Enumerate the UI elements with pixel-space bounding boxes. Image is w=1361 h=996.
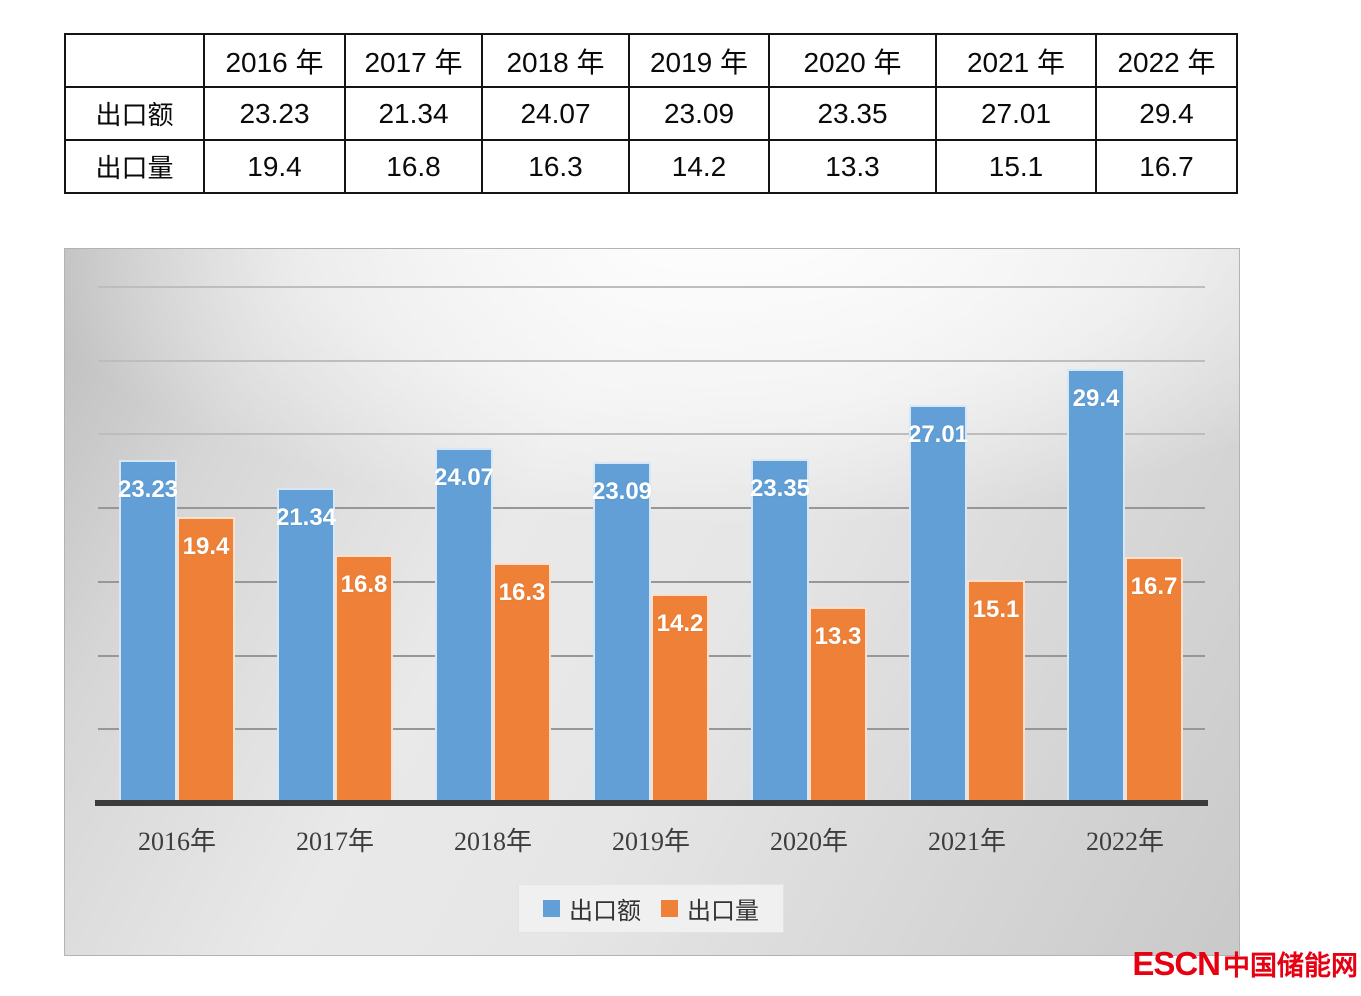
x-axis-label-2018年: 2018年 xyxy=(453,827,532,856)
table-value-cell: 15.1 xyxy=(935,139,1097,194)
x-axis-label-2016年: 2016年 xyxy=(137,827,216,856)
table-value-cell: 14.2 xyxy=(628,139,770,194)
chart-legend: 出口额 出口量 xyxy=(518,884,784,933)
bar-volume-2017年 xyxy=(335,555,393,803)
table-value-cell: 23.23 xyxy=(203,86,346,141)
x-axis-label-2022年: 2022年 xyxy=(1085,827,1164,856)
table-header-row: 2016 年 2017 年 2018 年 2019 年 2020 年 2021 年 2022… xyxy=(64,33,1238,88)
table-corner-cell xyxy=(64,33,205,88)
bar-label-volume-2019年: 14.2 xyxy=(656,609,704,637)
escn-watermark-logo: ESCN 中国储能网 xyxy=(1118,944,1358,983)
bar-value-2017年 xyxy=(277,488,335,803)
bar-label-value-2019年: 23.09 xyxy=(591,478,653,506)
bar-label-value-2022年: 29.4 xyxy=(1072,385,1120,413)
table-year-header: 2019 年 xyxy=(628,33,770,88)
table-value-cell: 19.4 xyxy=(203,139,346,194)
logo-latin-text: ESCN xyxy=(1132,945,1221,982)
bar-label-value-2021年: 27.01 xyxy=(907,420,969,448)
bar-label-volume-2021年: 15.1 xyxy=(972,596,1020,624)
bar-label-volume-2017年: 16.8 xyxy=(340,571,388,599)
table-year-header: 2017 年 xyxy=(344,33,483,88)
x-axis-label-2020年: 2020年 xyxy=(769,827,848,856)
gridline-35 xyxy=(98,285,1205,288)
table-row: 出口量 19.4 16.8 16.3 14.2 13.3 15.1 16.7 xyxy=(64,139,1238,194)
table-value-cell: 27.01 xyxy=(935,86,1097,141)
table-row-label: 出口额 xyxy=(64,86,205,141)
table-year-header: 2022 年 xyxy=(1095,33,1238,88)
legend-item-出口额: 出口额 xyxy=(543,891,641,926)
table-value-cell: 16.3 xyxy=(481,139,630,194)
bar-value-2022年 xyxy=(1067,369,1125,803)
x-axis-label-2017年: 2017年 xyxy=(295,827,374,856)
bar-value-2021年 xyxy=(909,404,967,803)
table-value-cell: 13.3 xyxy=(768,139,937,194)
table-value-cell: 16.7 xyxy=(1095,139,1238,194)
bar-volume-2016年 xyxy=(177,516,235,803)
table-row-label: 出口量 xyxy=(64,139,205,194)
bar-label-value-2017年: 21.34 xyxy=(275,504,337,532)
legend-swatch-icon xyxy=(543,900,560,917)
x-axis-label-2019年: 2019年 xyxy=(611,827,690,856)
bar-value-2019年 xyxy=(593,462,651,803)
table-year-header: 2016 年 xyxy=(203,33,346,88)
bar-value-2020年 xyxy=(751,458,809,803)
table-value-cell: 29.4 xyxy=(1095,86,1238,141)
bar-label-volume-2016年: 19.4 xyxy=(182,532,230,560)
table-year-header: 2018 年 xyxy=(481,33,630,88)
bar-volume-2022年 xyxy=(1125,556,1183,803)
bar-volume-2019年 xyxy=(651,593,709,803)
bar-label-volume-2020年: 13.3 xyxy=(814,622,862,650)
logo-cjk-text: 中国储能网 xyxy=(1223,951,1358,981)
gridline-20 xyxy=(98,507,1205,509)
bar-value-2016年 xyxy=(119,460,177,803)
bar-label-value-2020年: 23.35 xyxy=(749,474,811,502)
bar-label-value-2016年: 23.23 xyxy=(117,476,179,504)
bar-label-value-2018年: 24.07 xyxy=(433,463,495,491)
bar-volume-2021年 xyxy=(967,580,1025,803)
gridline-25 xyxy=(98,433,1205,436)
bar-value-2018年 xyxy=(435,447,493,803)
bar-volume-2020年 xyxy=(809,606,867,803)
table-value-cell: 16.8 xyxy=(344,139,483,194)
legend-label: 出口额 xyxy=(569,899,641,925)
x-axis-label-2021年: 2021年 xyxy=(927,827,1006,856)
table-value-cell: 24.07 xyxy=(481,86,630,141)
bar-label-volume-2022年: 16.7 xyxy=(1130,572,1178,600)
legend-swatch-icon xyxy=(661,900,678,917)
table-value-cell: 21.34 xyxy=(344,86,483,141)
legend-label: 出口量 xyxy=(687,899,759,925)
data-table: 2016 年 2017 年 2018 年 2019 年 2020 年 2021 年 2022… xyxy=(64,33,1238,194)
legend-item-出口量: 出口量 xyxy=(661,891,759,926)
table-year-header: 2021 年 xyxy=(935,33,1097,88)
table-year-header: 2020 年 xyxy=(768,33,937,88)
chart-panel: 出口额 出口量 23.23 19.4 2016年 21.34 16.8 2017年 24.07… xyxy=(64,248,1240,956)
gridline-30 xyxy=(98,359,1205,362)
x-axis-line xyxy=(95,800,1208,806)
bar-label-volume-2018年: 16.3 xyxy=(498,578,546,606)
table-row: 出口额 23.23 21.34 24.07 23.09 23.35 27.01 29.4 xyxy=(64,86,1238,141)
table-value-cell: 23.09 xyxy=(628,86,770,141)
table-value-cell: 23.35 xyxy=(768,86,937,141)
gridline-15 xyxy=(98,580,1205,583)
